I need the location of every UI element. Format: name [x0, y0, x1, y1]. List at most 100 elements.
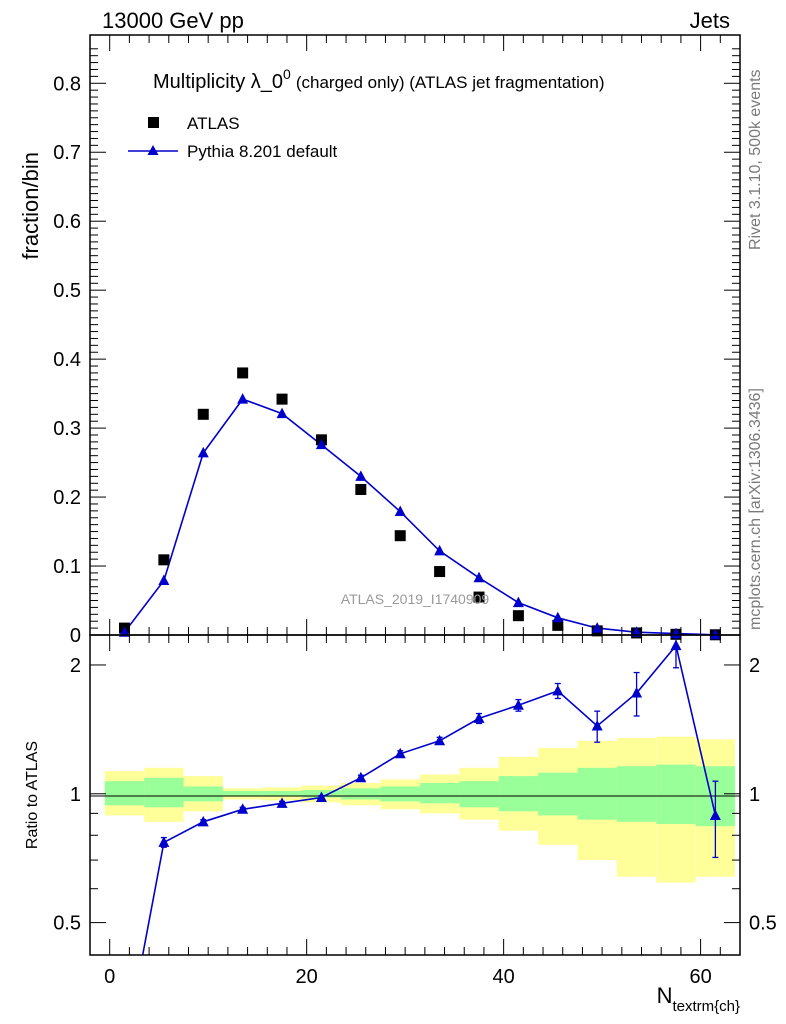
mc-point — [158, 574, 170, 586]
ratio-line — [141, 643, 717, 955]
legend: ATLAS Pythia 8.201 default — [128, 114, 338, 161]
mc-point — [434, 544, 446, 556]
ratio-frame — [89, 634, 741, 956]
main-y-tick-label: 0.7 — [53, 142, 81, 164]
x-tick-label: 0 — [104, 966, 115, 988]
atlas-point — [434, 566, 446, 578]
ratio-y-tick-label: 0.5 — [53, 913, 81, 935]
mc-point — [709, 628, 721, 640]
side-label-mcplots: mcplots.cern.ch [arXiv:1306.3436] — [747, 388, 764, 630]
ratio-y-tick-label: 1 — [70, 784, 81, 806]
main-y-tick-label: 0.6 — [53, 211, 81, 233]
legend-atlas-marker — [148, 117, 159, 128]
ratio-bands — [104, 736, 736, 883]
ratio-point — [197, 815, 209, 827]
x-tick-label: 60 — [689, 966, 711, 988]
main-y-tick-label: 0.1 — [53, 556, 81, 578]
main-title: Multiplicity λ_00 (charged only) (ATLAS j… — [153, 66, 605, 93]
ratio-point — [552, 684, 564, 696]
mc-point — [552, 611, 564, 623]
band-inner — [262, 791, 302, 797]
ratio-y-tick-label-right: 0.5 — [749, 913, 777, 935]
ratio-point — [158, 836, 170, 847]
atlas-point — [158, 554, 170, 566]
ratio-y-tick-label-right: 1 — [749, 784, 760, 806]
band-inner — [656, 764, 696, 824]
main-y-tick-label: 0.5 — [53, 280, 81, 302]
band-inner — [538, 772, 578, 816]
atlas-point — [237, 367, 249, 379]
xlabel-main: N — [657, 983, 673, 1008]
ratio-marks — [141, 634, 721, 955]
x-tick-label: 20 — [296, 966, 318, 988]
mc-line — [123, 398, 716, 636]
ratio-point — [434, 734, 446, 746]
mc-point — [473, 571, 485, 583]
mc-point — [394, 505, 406, 517]
mc-point — [355, 470, 367, 481]
main-marks — [118, 367, 721, 641]
ratio-point — [237, 803, 249, 814]
header-right-label: Jets — [690, 8, 730, 33]
watermark: ATLAS_2019_I1740909 — [341, 591, 490, 607]
ratio-point — [473, 712, 485, 723]
band-inner — [144, 777, 184, 808]
mc-point — [118, 626, 130, 637]
band-inner — [222, 791, 263, 797]
atlas-point — [197, 408, 209, 420]
mc-point — [631, 626, 643, 637]
atlas-point — [276, 393, 288, 405]
atlas-point — [512, 610, 524, 622]
main-title-sub: (charged only) (ATLAS jet fragmentation) — [296, 73, 605, 92]
main-y-tick-label: 0 — [70, 625, 81, 647]
ratio-point — [670, 639, 682, 651]
main-ticks: 0 0.1 0.2 0.3 0.4 0.5 0.6 0.7 0.8 — [53, 35, 740, 647]
band-inner — [459, 781, 499, 808]
ratio-y-tick-label: 2 — [70, 655, 81, 677]
band-inner — [341, 788, 381, 800]
main-y-tick-label: 0.2 — [53, 487, 81, 509]
legend-mc-marker — [147, 145, 159, 155]
xlabel-sub: textrm{ch} — [672, 998, 740, 1015]
mc-point — [315, 438, 327, 450]
side-label-rivet: Rivet 3.1.10, 500k events — [747, 69, 764, 250]
band-inner — [577, 767, 617, 820]
ratio-point — [394, 747, 406, 759]
ratio-point — [276, 797, 288, 808]
mc-point — [197, 446, 209, 458]
atlas-point — [473, 591, 485, 603]
mc-point — [237, 393, 249, 404]
header-left-label: 13000 GeV pp — [102, 8, 244, 33]
atlas-point — [355, 483, 367, 495]
main-y-tick-label: 0.3 — [53, 418, 81, 440]
mc-point — [591, 622, 603, 633]
main-title-sup: 0 — [283, 66, 291, 82]
band-inner — [498, 776, 539, 812]
xlabel: Ntextrm{ch} — [657, 983, 740, 1015]
main-y-tick-label: 0.4 — [53, 349, 81, 371]
ratio-ticks: 0.5 0.51 12 20 20 40 60 — [53, 635, 777, 988]
legend-mc-label: Pythia 8.201 default — [187, 142, 338, 161]
band-inner — [419, 782, 460, 804]
ratio-point — [315, 791, 327, 803]
legend-atlas-label: ATLAS — [187, 114, 240, 133]
band-inner — [380, 786, 420, 802]
main-y-tick-label: 0.8 — [53, 73, 81, 95]
band-inner — [616, 766, 657, 822]
band-inner — [183, 786, 223, 802]
band-inner — [104, 781, 145, 806]
ratio-y-tick-label-right: 2 — [749, 655, 760, 677]
mc-point — [512, 596, 524, 608]
ratio-point — [709, 809, 721, 820]
x-tick-label: 40 — [493, 966, 515, 988]
ratio-panel: 0.5 0.51 12 20 20 40 60 Ratio to ATLAS Ntextrm… — [24, 634, 777, 1015]
ylabel-ratio: Ratio to ATLAS — [24, 741, 41, 849]
ratio-point — [512, 699, 524, 710]
main-panel: 0 0.1 0.2 0.3 0.4 0.5 0.6 0.7 0.8 Multiplicity λ… — [18, 34, 741, 647]
ratio-point — [591, 720, 603, 731]
ratio-point — [631, 686, 643, 698]
atlas-point — [552, 619, 564, 631]
atlas-point — [394, 530, 406, 542]
ylabel-main: fraction/bin — [18, 152, 43, 260]
